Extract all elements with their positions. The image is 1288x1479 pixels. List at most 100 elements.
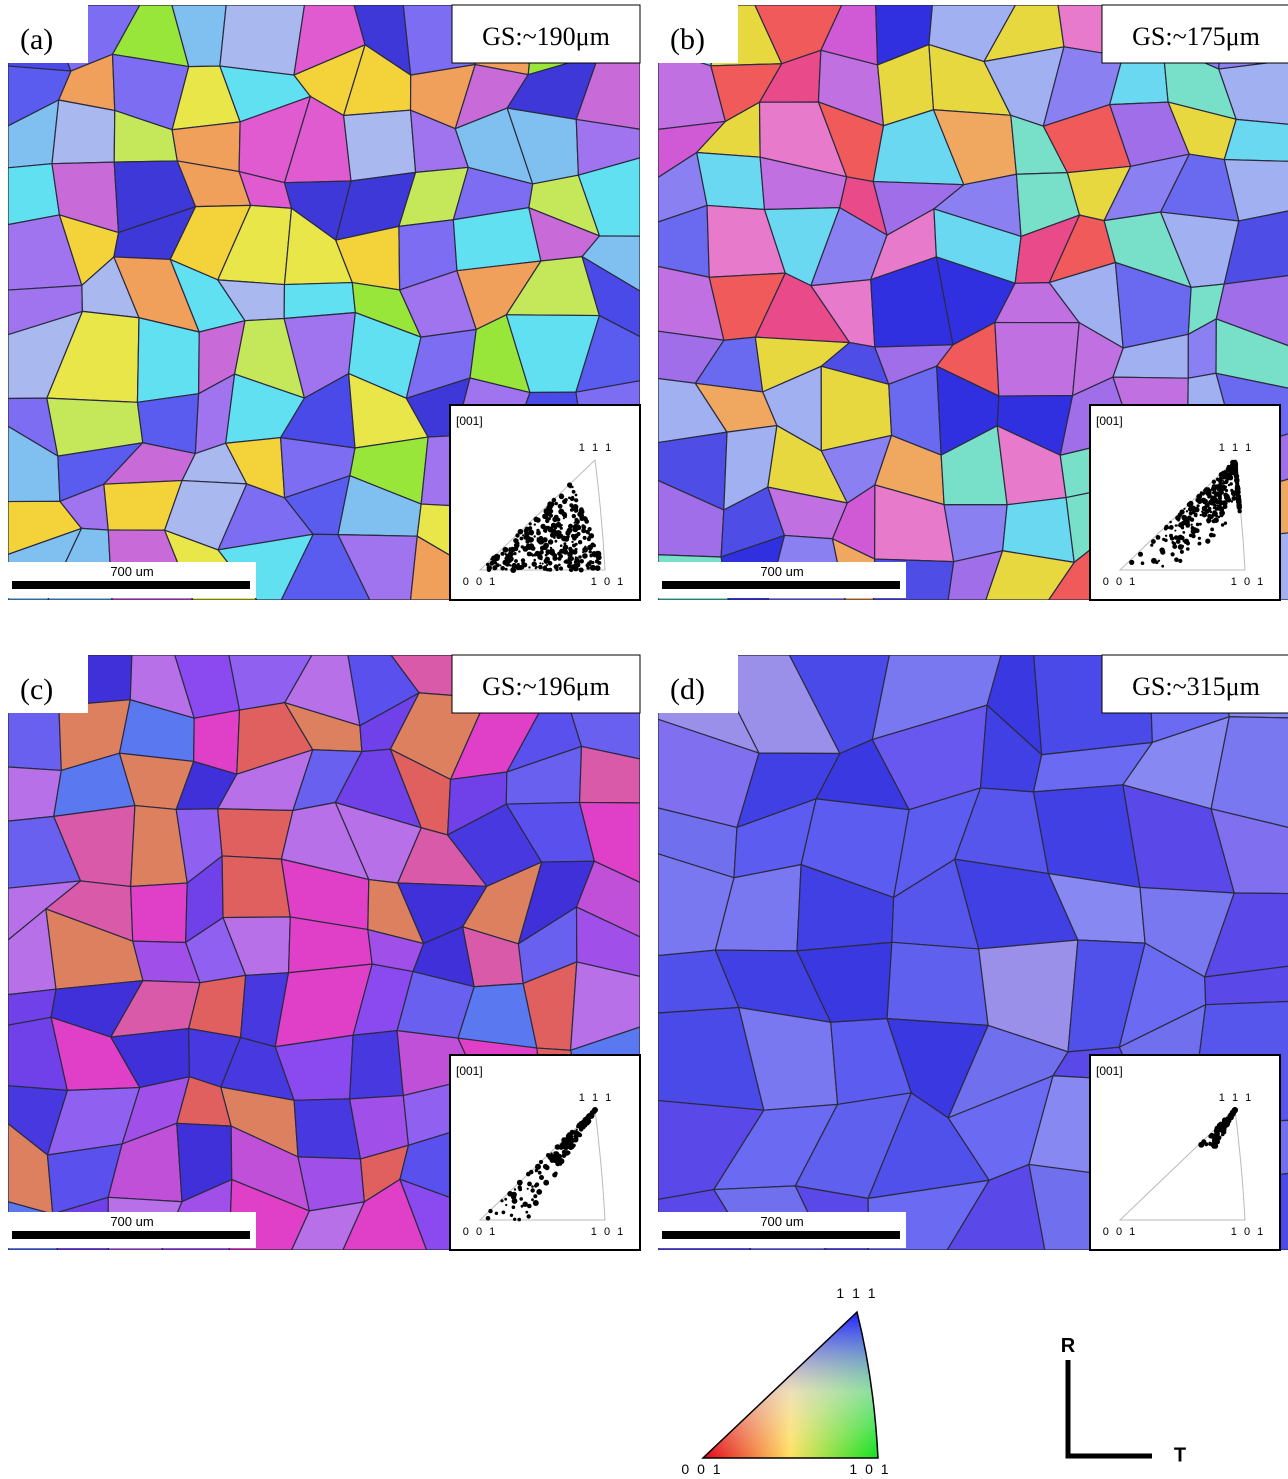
pole-dot <box>545 519 549 523</box>
panel-label: (b) <box>670 23 705 56</box>
pole-dot <box>529 522 532 525</box>
pole-dot <box>1155 561 1159 565</box>
sample-axes: R T <box>1061 1335 1186 1466</box>
pole-dot <box>596 551 602 557</box>
pole-dot <box>571 1137 573 1139</box>
pole-dot <box>502 1211 506 1215</box>
pole-dot <box>543 566 548 571</box>
pole-dot <box>556 535 560 539</box>
pole-dot <box>500 552 504 556</box>
pole-dot <box>548 561 553 566</box>
pole-dot <box>531 1188 535 1192</box>
pole-dot <box>486 563 490 567</box>
pole-dot <box>537 537 539 539</box>
pole-dot <box>1213 504 1217 508</box>
panel: (d)GS:~315μm700 um[001]1 1 10 0 11 0 1 <box>658 655 1288 1250</box>
grain <box>344 110 416 181</box>
pole-dot <box>579 507 584 512</box>
pole-dot <box>527 1182 532 1187</box>
pole-dot <box>539 1160 543 1164</box>
pole-dot <box>538 1171 542 1175</box>
inset-111: 1 1 1 <box>579 442 613 454</box>
inset-111: 1 1 1 <box>1219 442 1253 454</box>
pole-dot <box>1180 509 1185 514</box>
grain <box>1224 119 1288 161</box>
pole-dot <box>1186 541 1190 545</box>
pole-dot <box>548 1154 554 1160</box>
pole-dot <box>575 519 580 524</box>
pole-dot <box>1235 485 1239 489</box>
pole-dot <box>566 1143 568 1145</box>
pole-dot <box>526 544 532 550</box>
pole-dot <box>1180 536 1184 540</box>
pole-dot <box>522 534 524 536</box>
pole-dot <box>1212 480 1216 484</box>
pole-dot <box>572 1144 576 1148</box>
pole-dot <box>1196 529 1199 532</box>
pole-dot <box>548 568 552 572</box>
inset-101: 1 0 1 <box>1231 1226 1265 1238</box>
pole-dot <box>1225 471 1227 473</box>
pole-dot <box>512 1198 518 1204</box>
pole-dot <box>1217 1123 1222 1128</box>
pole-dot <box>517 563 520 566</box>
pole-dot <box>1181 521 1186 526</box>
pole-dot <box>555 540 558 543</box>
pole-dot <box>573 1137 578 1142</box>
pole-dot <box>1164 525 1169 530</box>
pole-dot <box>527 1214 531 1218</box>
pole-dot <box>1198 542 1202 546</box>
pole-dot <box>1214 493 1216 495</box>
pole-dot <box>544 508 550 514</box>
inset-direction: [001] <box>456 414 483 428</box>
inset-box <box>1090 1055 1280 1250</box>
pole-dot <box>572 536 577 541</box>
pole-dot <box>592 1108 596 1112</box>
pole-dot <box>507 1191 513 1197</box>
pole-dot <box>1213 510 1216 513</box>
pole-dot <box>583 517 588 522</box>
pole-dot <box>533 559 536 562</box>
pole-dot <box>1211 1142 1217 1148</box>
pole-dot <box>536 551 542 557</box>
pole-dot <box>488 1209 492 1213</box>
pole-dot <box>1218 516 1221 519</box>
pole-dot <box>1186 547 1190 551</box>
pole-dot <box>1225 1118 1227 1120</box>
pole-dot <box>1225 1121 1231 1127</box>
pole-dot <box>1202 499 1207 504</box>
pole-dot <box>1232 496 1237 501</box>
pole-dot <box>1174 557 1179 562</box>
pole-dot <box>1197 504 1200 507</box>
pole-dot <box>1215 1128 1219 1132</box>
inset-box <box>450 1055 640 1250</box>
grain-size: GS:~175μm <box>1132 22 1260 51</box>
pole-dot <box>1237 495 1240 498</box>
pole-dot <box>558 504 563 509</box>
grain <box>887 942 988 1025</box>
pole-dot <box>538 565 543 570</box>
pole-dot <box>558 564 561 567</box>
pole-dot <box>1215 486 1219 490</box>
pole-dot <box>536 1189 542 1195</box>
figure: (a)GS:~190μm700 um[001]1 1 10 0 11 0 1(b… <box>0 0 1288 1479</box>
pole-dot <box>1224 480 1228 484</box>
pole-dot <box>560 527 563 530</box>
pole-dot <box>583 536 587 540</box>
pole-dot <box>1224 497 1226 499</box>
inset-001: 0 0 1 <box>463 576 497 588</box>
pole-dot <box>1235 473 1238 476</box>
pole-dot <box>514 1188 516 1190</box>
pole-dot <box>550 502 555 507</box>
pole-dot <box>524 531 530 537</box>
pole-dot <box>540 546 545 551</box>
pole-dot <box>563 545 568 550</box>
pole-dot <box>1220 504 1222 506</box>
pole-dot <box>560 544 563 547</box>
pole-dot <box>543 1164 548 1169</box>
pole-dot <box>1198 1142 1204 1148</box>
pole-dot <box>539 562 541 564</box>
pole-dot <box>562 512 567 517</box>
grain <box>52 100 115 164</box>
